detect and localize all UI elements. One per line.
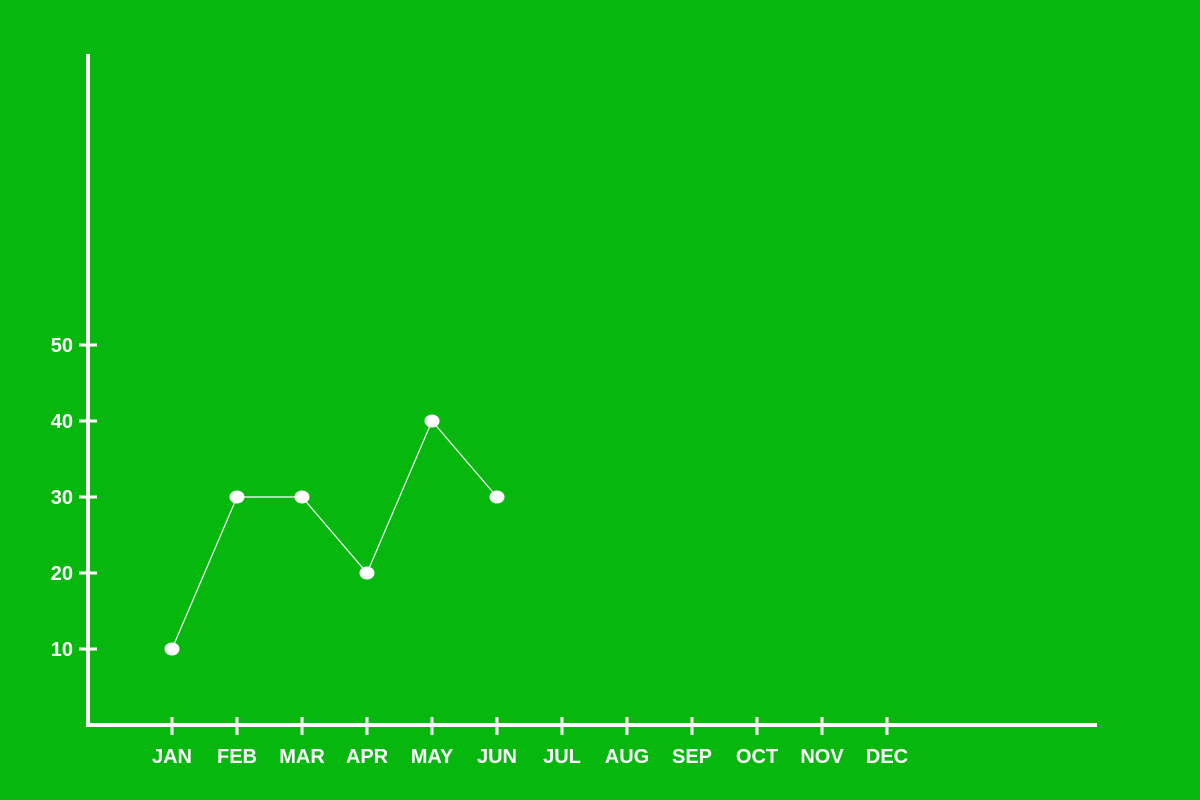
y-tick-label: 50 — [51, 335, 73, 357]
y-tick-label: 40 — [51, 411, 73, 433]
y-tick-label: 10 — [51, 639, 73, 661]
y-tick-label: 20 — [51, 563, 73, 585]
x-tick-label: DEC — [866, 746, 908, 768]
x-tick-label: JUN — [477, 746, 517, 768]
x-tick-label: FEB — [217, 746, 257, 768]
data-point — [294, 490, 310, 504]
data-point — [424, 414, 440, 428]
x-tick-label: AUG — [605, 746, 649, 768]
data-point — [489, 490, 505, 504]
x-tick-label: MAR — [279, 746, 325, 768]
series-line — [171, 419, 498, 650]
x-tick-label: SEP — [672, 746, 712, 768]
y-axis-ticks: 10 20 30 40 50 — [51, 335, 97, 661]
x-tick-label: JAN — [152, 746, 192, 768]
x-tick-label: JUL — [543, 746, 581, 768]
data-point — [229, 490, 245, 504]
data-point — [164, 642, 180, 656]
x-tick-label: MAY — [411, 746, 454, 768]
x-tick-label: NOV — [800, 746, 844, 768]
data-point — [359, 566, 375, 580]
series-layer — [164, 414, 505, 656]
x-tick-label: OCT — [736, 746, 778, 768]
x-tick-label: APR — [346, 746, 389, 768]
x-axis-ticks: JAN FEB MAR APR MAY JUN JUL AUG SEP OCT NOV DEC — [152, 717, 908, 768]
y-tick-label: 30 — [51, 487, 73, 509]
